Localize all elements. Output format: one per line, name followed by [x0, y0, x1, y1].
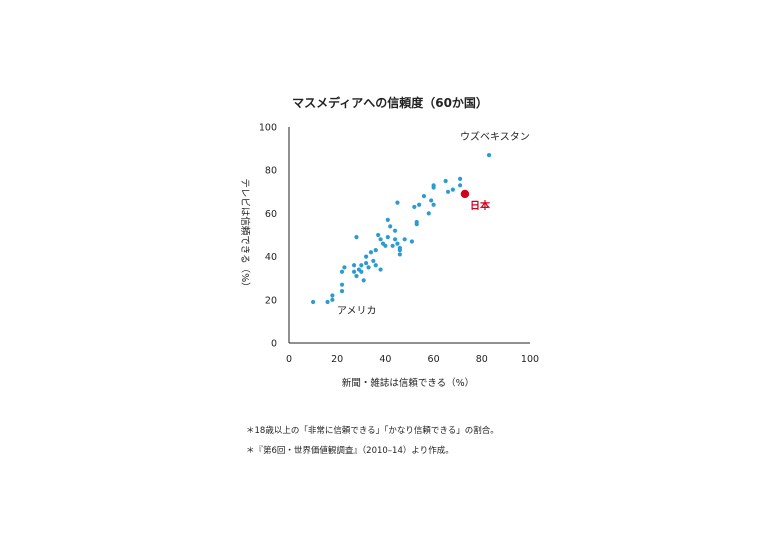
country-point [397, 248, 402, 253]
y-tick-label: 80 [265, 166, 277, 177]
country-point [361, 278, 366, 283]
country-point [351, 263, 357, 268]
country-point [421, 194, 427, 199]
country-point [458, 183, 463, 188]
country-point [371, 258, 376, 264]
scatter-plot: 0 20 40 60 80 100 0 20 40 60 80 100 新聞・雑誌は信頼できる（%）… [239, 123, 539, 390]
japan-point [460, 189, 470, 199]
country-point [397, 252, 402, 257]
y-tick-label: 40 [265, 252, 277, 263]
country-point [409, 239, 415, 244]
y-axis-label: テレビは信頼できる（%） [239, 178, 251, 291]
country-point [390, 243, 395, 248]
country-point [395, 200, 400, 205]
label-uzbekistan: ウズベキスタン [460, 130, 530, 143]
country-point [385, 235, 390, 240]
country-point [385, 217, 390, 222]
country-point [325, 299, 330, 305]
country-point [354, 273, 359, 279]
x-tick-label: 0 [286, 354, 292, 365]
country-point [364, 260, 369, 266]
country-point [354, 235, 359, 240]
country-point [378, 237, 383, 242]
country-point [368, 250, 374, 255]
label-japan: 日本 [470, 199, 491, 212]
country-point [402, 237, 407, 242]
x-tick-label: 80 [476, 354, 488, 365]
y-tick-labels: 0 20 40 60 80 100 [259, 123, 277, 350]
country-point [311, 299, 316, 305]
country-point [339, 282, 345, 287]
x-tick-label: 100 [521, 354, 539, 365]
country-point [458, 176, 463, 181]
label-usa: アメリカ [337, 305, 377, 317]
country-point [373, 248, 378, 253]
japan-points [460, 189, 470, 199]
country-point [486, 152, 492, 158]
country-point [450, 187, 455, 192]
country-point [429, 198, 434, 203]
x-tick-label: 20 [331, 354, 343, 365]
x-tick-labels: 0 20 40 60 80 100 [286, 354, 539, 365]
footnote-1: ＊18歳以上の「非常に信頼できる」「かなり信頼できる」の割合。 [246, 426, 499, 436]
country-point [395, 241, 400, 246]
y-tick-label: 0 [271, 339, 277, 350]
country-point [376, 232, 381, 238]
country-point [443, 178, 448, 184]
country-point [412, 204, 417, 210]
country-point [431, 185, 436, 190]
y-tick-label: 20 [265, 295, 277, 306]
country-point [426, 211, 431, 216]
data-points [311, 152, 492, 305]
country-point [366, 265, 371, 270]
country-point [414, 219, 419, 225]
country-point [339, 289, 345, 294]
country-point [383, 243, 388, 248]
country-point [388, 224, 393, 229]
country-point [359, 263, 364, 268]
x-tick-label: 60 [428, 354, 440, 365]
country-point [417, 202, 422, 207]
country-point [445, 189, 451, 194]
country-point [373, 263, 378, 268]
country-point [339, 269, 345, 274]
y-tick-label: 60 [265, 209, 277, 220]
country-point [392, 228, 398, 233]
country-point [364, 254, 369, 259]
country-point [330, 293, 335, 298]
x-tick-label: 40 [379, 354, 391, 365]
country-point [330, 297, 335, 302]
country-point [359, 269, 364, 274]
country-point [351, 269, 357, 274]
country-point [392, 237, 398, 242]
country-point [431, 202, 436, 207]
country-point [378, 267, 383, 272]
x-axis-label: 新聞・雑誌は信頼できる（%） [342, 377, 474, 389]
country-point [342, 265, 347, 270]
y-tick-label: 100 [259, 123, 277, 134]
chart-title: マスメディアへの信頼度（60か国） [292, 96, 488, 110]
footnote-2: ＊『第6回・世界価値観調査』（2010–14）より作成。 [246, 446, 454, 456]
